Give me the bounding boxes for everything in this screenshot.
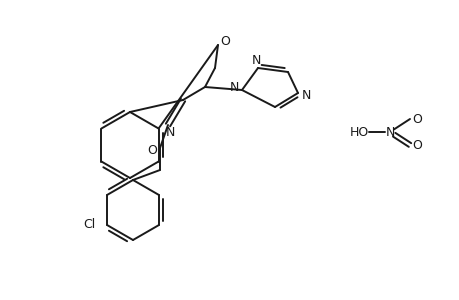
Text: Cl: Cl [83,218,95,232]
Text: N: N [165,125,174,139]
Text: O: O [147,143,157,157]
Text: HO: HO [349,125,369,139]
Text: N: N [385,125,394,139]
Text: N: N [251,53,260,67]
Text: N: N [301,88,310,101]
Text: O: O [411,139,421,152]
Text: O: O [219,34,230,47]
Text: O: O [411,112,421,125]
Text: N: N [229,80,238,94]
